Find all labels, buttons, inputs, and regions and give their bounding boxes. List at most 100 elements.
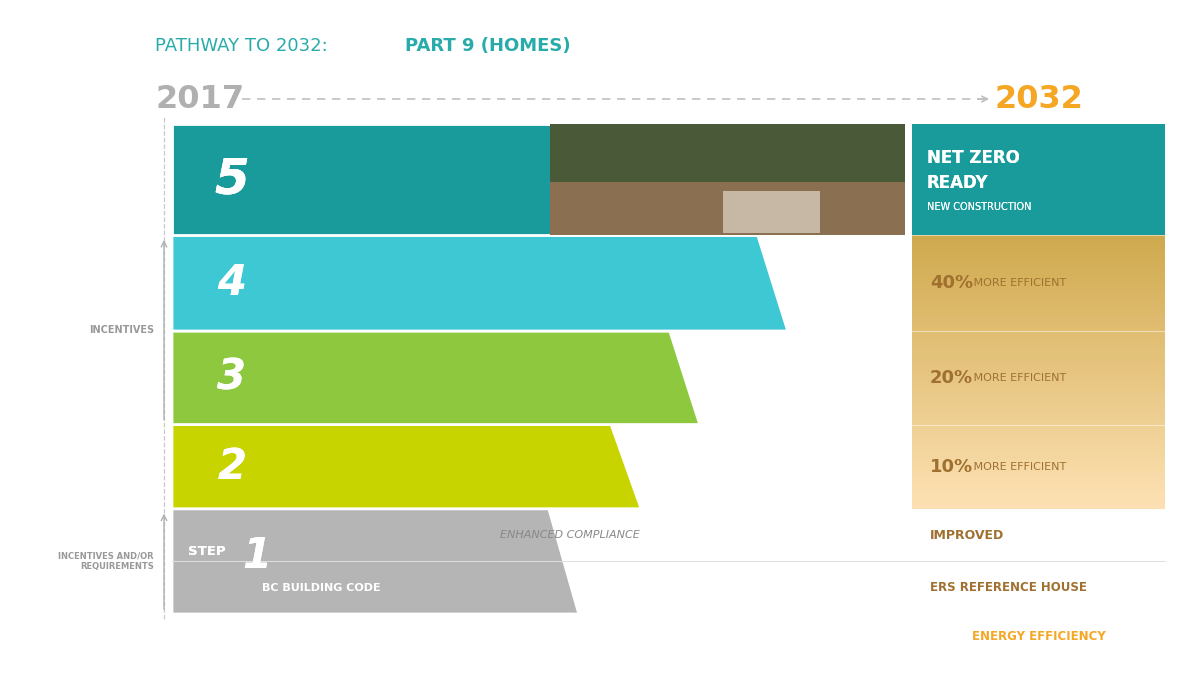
Text: ENERGY EFFICIENCY: ENERGY EFFICIENCY bbox=[972, 629, 1105, 642]
Bar bbox=[912, 491, 1165, 495]
Polygon shape bbox=[172, 331, 700, 425]
Text: NEW CONSTRUCTION: NEW CONSTRUCTION bbox=[928, 201, 1032, 212]
Bar bbox=[550, 180, 905, 235]
Text: INCENTIVES AND/OR
REQUIREMENTS: INCENTIVES AND/OR REQUIREMENTS bbox=[59, 552, 154, 571]
Polygon shape bbox=[931, 228, 1146, 231]
Bar bbox=[722, 191, 820, 233]
Text: 2: 2 bbox=[217, 445, 246, 487]
Polygon shape bbox=[982, 212, 1096, 214]
Bar bbox=[912, 408, 1165, 413]
Bar bbox=[912, 500, 1165, 504]
Polygon shape bbox=[956, 220, 1121, 222]
Bar bbox=[912, 322, 1165, 327]
Polygon shape bbox=[172, 235, 787, 331]
Bar bbox=[912, 345, 1165, 349]
Text: BC BUILDING CODE: BC BUILDING CODE bbox=[262, 583, 380, 593]
Text: 4: 4 bbox=[217, 262, 246, 304]
Bar bbox=[912, 481, 1165, 486]
Text: 3: 3 bbox=[217, 357, 246, 399]
Bar bbox=[912, 385, 1165, 390]
Text: NET ZERO: NET ZERO bbox=[928, 149, 1020, 166]
Bar bbox=[912, 240, 1165, 244]
Bar bbox=[912, 124, 1165, 235]
Bar bbox=[912, 304, 1165, 308]
Bar bbox=[912, 358, 1165, 363]
Bar bbox=[912, 124, 1165, 235]
Bar bbox=[550, 124, 905, 235]
Bar bbox=[912, 262, 1165, 267]
Bar bbox=[912, 235, 1165, 240]
Bar bbox=[912, 450, 1165, 454]
Bar bbox=[912, 431, 1165, 436]
Polygon shape bbox=[988, 210, 1090, 212]
Bar bbox=[912, 395, 1165, 400]
Bar bbox=[912, 294, 1165, 299]
Text: IMPROVED: IMPROVED bbox=[930, 529, 1004, 541]
Bar bbox=[912, 377, 1165, 381]
Polygon shape bbox=[962, 218, 1115, 220]
Bar bbox=[912, 331, 1165, 335]
Text: 2: 2 bbox=[217, 445, 246, 487]
Polygon shape bbox=[925, 231, 1152, 233]
Text: READY: READY bbox=[928, 174, 989, 191]
Bar bbox=[912, 463, 1165, 468]
Polygon shape bbox=[968, 216, 1108, 218]
Text: READY: READY bbox=[928, 174, 989, 191]
Bar bbox=[912, 254, 1165, 258]
Bar bbox=[912, 244, 1165, 249]
Text: PATHWAY TO 2032:: PATHWAY TO 2032: bbox=[155, 37, 334, 55]
Bar bbox=[912, 327, 1165, 331]
Text: 4: 4 bbox=[217, 262, 246, 304]
Text: 1: 1 bbox=[242, 535, 271, 577]
Bar bbox=[722, 191, 820, 233]
Polygon shape bbox=[937, 226, 1140, 228]
Polygon shape bbox=[172, 124, 905, 235]
Bar bbox=[550, 124, 905, 235]
Bar bbox=[912, 281, 1165, 285]
Bar bbox=[912, 312, 1165, 317]
Bar bbox=[912, 504, 1165, 509]
Text: ENHANCED COMPLIANCE: ENHANCED COMPLIANCE bbox=[500, 530, 640, 540]
Bar bbox=[548, 235, 912, 614]
Text: PART 9 (HOMES): PART 9 (HOMES) bbox=[406, 37, 571, 55]
Bar bbox=[912, 367, 1165, 372]
Bar bbox=[912, 349, 1165, 354]
Text: STEP: STEP bbox=[188, 545, 226, 558]
Text: 5: 5 bbox=[215, 155, 250, 203]
Bar bbox=[912, 454, 1165, 458]
Bar bbox=[912, 372, 1165, 377]
Polygon shape bbox=[1020, 199, 1057, 201]
Text: 2017: 2017 bbox=[155, 84, 244, 114]
Polygon shape bbox=[172, 509, 578, 614]
Polygon shape bbox=[172, 331, 700, 425]
Polygon shape bbox=[1001, 206, 1076, 208]
Bar bbox=[912, 335, 1165, 340]
Polygon shape bbox=[1026, 197, 1051, 199]
Polygon shape bbox=[1013, 201, 1064, 203]
Bar bbox=[912, 418, 1165, 422]
Polygon shape bbox=[950, 222, 1127, 224]
Bar bbox=[912, 381, 1165, 385]
Bar bbox=[912, 317, 1165, 322]
Polygon shape bbox=[172, 124, 905, 235]
Text: 2032: 2032 bbox=[995, 84, 1084, 114]
Bar bbox=[912, 354, 1165, 358]
Text: STEP: STEP bbox=[188, 545, 226, 558]
Bar bbox=[912, 473, 1165, 477]
Text: INCENTIVES: INCENTIVES bbox=[89, 325, 154, 335]
Text: MORE EFFICIENT: MORE EFFICIENT bbox=[971, 278, 1067, 288]
Bar bbox=[550, 124, 905, 182]
Text: NEW CONSTRUCTION: NEW CONSTRUCTION bbox=[928, 201, 1032, 212]
Bar bbox=[912, 299, 1165, 304]
Bar bbox=[912, 249, 1165, 254]
Polygon shape bbox=[172, 235, 787, 331]
Bar bbox=[912, 363, 1165, 367]
Polygon shape bbox=[172, 509, 578, 614]
Bar bbox=[912, 440, 1165, 445]
Bar bbox=[912, 276, 1165, 281]
Bar bbox=[912, 486, 1165, 491]
Polygon shape bbox=[976, 214, 1102, 216]
Bar bbox=[912, 340, 1165, 345]
Bar bbox=[912, 413, 1165, 418]
Bar bbox=[912, 436, 1165, 440]
